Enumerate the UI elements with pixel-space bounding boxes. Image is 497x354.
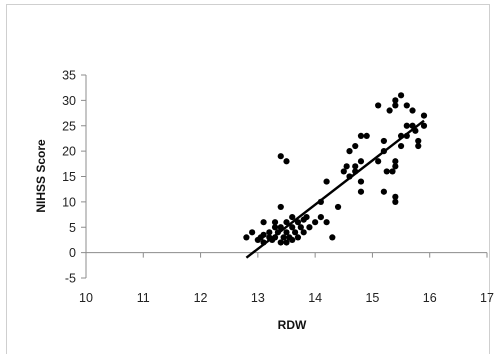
data-point [363, 132, 370, 139]
data-point [397, 92, 405, 99]
data-point [403, 122, 410, 129]
y-tick-label: 25 [62, 119, 76, 133]
data-point [283, 158, 290, 165]
y-tick-label: 30 [62, 94, 76, 108]
x-tick-label: 13 [251, 291, 265, 305]
y-tick-label: -5 [65, 272, 76, 286]
data-point [415, 137, 422, 145]
data-point [357, 132, 365, 139]
data-point [329, 234, 336, 241]
data-point [243, 234, 250, 241]
x-tick-label: 11 [137, 291, 150, 305]
x-tick-label: 12 [194, 291, 208, 305]
x-axis-title: RDW [278, 318, 307, 332]
scatter-chart: 10 11 12 13 14 15 16 17 -5 0 5 10 15 20 25 30 35 RDW NI… [34, 69, 494, 333]
data-point [277, 239, 284, 246]
axes [81, 74, 488, 279]
data-point [294, 234, 302, 241]
data-point [249, 229, 256, 236]
data-point [383, 168, 390, 175]
data-point [392, 102, 399, 109]
x-tick-label: 16 [423, 291, 437, 305]
data-point [317, 214, 324, 221]
data-point [289, 236, 296, 244]
data-point [323, 178, 330, 185]
data-point [352, 163, 359, 170]
y-tick-label: 35 [62, 69, 76, 83]
data-point [380, 137, 387, 145]
x-tick-label: 15 [365, 291, 379, 305]
data-point [283, 239, 290, 246]
x-tick-label: 17 [480, 291, 494, 305]
y-tick-label: 0 [69, 246, 76, 260]
data-point [300, 229, 307, 236]
y-tick-label: 5 [69, 221, 76, 235]
trendline [245, 119, 425, 259]
data-point [297, 224, 304, 231]
data-point [357, 158, 365, 165]
data-point [352, 142, 359, 150]
data-point [392, 193, 399, 200]
data-point [415, 142, 422, 150]
y-tick-label: 15 [62, 170, 76, 184]
data-point [271, 219, 279, 226]
data-point [420, 112, 428, 119]
y-axis-title: NIHSS Score [34, 139, 48, 213]
data-point [346, 148, 353, 155]
x-tick-label: 14 [308, 291, 322, 305]
data-point [271, 224, 279, 231]
y-tick-label: 20 [62, 145, 76, 159]
data-point [357, 188, 365, 195]
data-point [392, 163, 399, 170]
data-point [420, 122, 428, 129]
data-point [375, 158, 382, 165]
data-point [375, 102, 382, 109]
data-point [277, 203, 284, 211]
data-point [340, 168, 347, 175]
y-tick-label: 10 [62, 195, 76, 209]
data-point [334, 203, 342, 211]
data-point [289, 224, 296, 231]
data-point [260, 231, 267, 238]
data-point [312, 219, 319, 226]
data-point [389, 168, 396, 175]
data-point [266, 229, 273, 236]
data-point [277, 153, 284, 160]
data-point [409, 107, 416, 114]
data-point [280, 234, 287, 241]
data-point [306, 224, 313, 231]
data-point [386, 107, 393, 114]
data-point [392, 158, 399, 165]
data-points [243, 92, 428, 246]
data-point [260, 219, 267, 226]
x-tick-label: 10 [79, 291, 93, 305]
data-point [323, 219, 330, 226]
data-point [303, 214, 310, 221]
data-point [397, 142, 405, 150]
data-point [343, 163, 350, 170]
data-point [403, 102, 410, 109]
data-point [283, 219, 290, 226]
data-point [380, 188, 387, 195]
data-point [291, 229, 299, 236]
data-point [392, 97, 399, 104]
chart-frame [6, 4, 490, 354]
x-tick-labels: 10 11 12 13 14 15 16 17 [79, 291, 494, 305]
data-point [392, 198, 399, 205]
trendline-group [245, 119, 425, 259]
y-tick-labels: -5 0 5 10 15 20 25 30 35 [62, 69, 76, 286]
data-point [289, 214, 296, 221]
data-point [357, 178, 365, 185]
data-point [283, 229, 290, 236]
